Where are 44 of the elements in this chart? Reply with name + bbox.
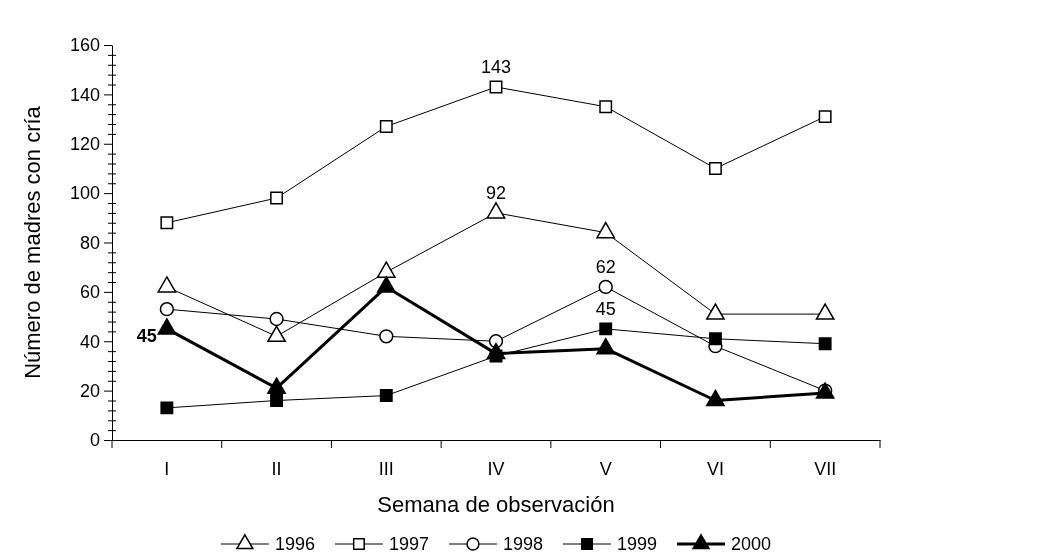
point <box>379 389 393 403</box>
y-tick-label: 0 <box>89 430 100 451</box>
x-tick-label: I <box>164 458 170 479</box>
point <box>379 120 393 133</box>
point <box>818 110 832 124</box>
y-tick-label: 100 <box>69 183 100 204</box>
y-tick-label: 160 <box>69 35 100 56</box>
point <box>159 301 175 317</box>
data-label: 45 <box>595 298 616 319</box>
data-label: 45 <box>136 325 157 346</box>
data-label: 62 <box>595 256 616 277</box>
legend-label: 2000 <box>731 534 772 554</box>
point <box>379 329 394 344</box>
y-tick-label: 120 <box>69 134 100 155</box>
point <box>598 279 613 295</box>
x-tick-label: IV <box>487 458 505 479</box>
point <box>160 216 174 230</box>
point <box>818 337 832 351</box>
point <box>599 322 613 336</box>
legend-label: 1996 <box>274 534 315 554</box>
point <box>160 401 174 415</box>
y-tick-label: 20 <box>79 380 100 401</box>
data-label: 92 <box>485 182 507 203</box>
point <box>269 311 284 327</box>
x-tick-label: VI <box>706 458 724 479</box>
y-tick-label: 40 <box>79 331 100 352</box>
point <box>599 100 613 114</box>
y-axis-title: Número de madres con cría <box>20 105 45 379</box>
x-axis-title: Semana de observación <box>377 492 615 517</box>
x-tick-label: III <box>378 458 394 479</box>
y-tick-label: 60 <box>79 282 100 303</box>
x-tick-label: II <box>271 458 282 479</box>
data-label: 143 <box>480 56 512 77</box>
x-tick-label: V <box>599 458 612 479</box>
x-tick-label: VII <box>814 458 837 479</box>
legend-label: 1999 <box>617 534 658 554</box>
legend-label: 1998 <box>502 534 544 554</box>
point <box>270 394 284 407</box>
legend-label: 1997 <box>388 534 429 554</box>
point <box>708 161 722 175</box>
y-tick-label: 80 <box>79 232 100 253</box>
y-tick-label: 140 <box>69 84 100 105</box>
point <box>270 191 284 205</box>
point <box>708 332 722 346</box>
